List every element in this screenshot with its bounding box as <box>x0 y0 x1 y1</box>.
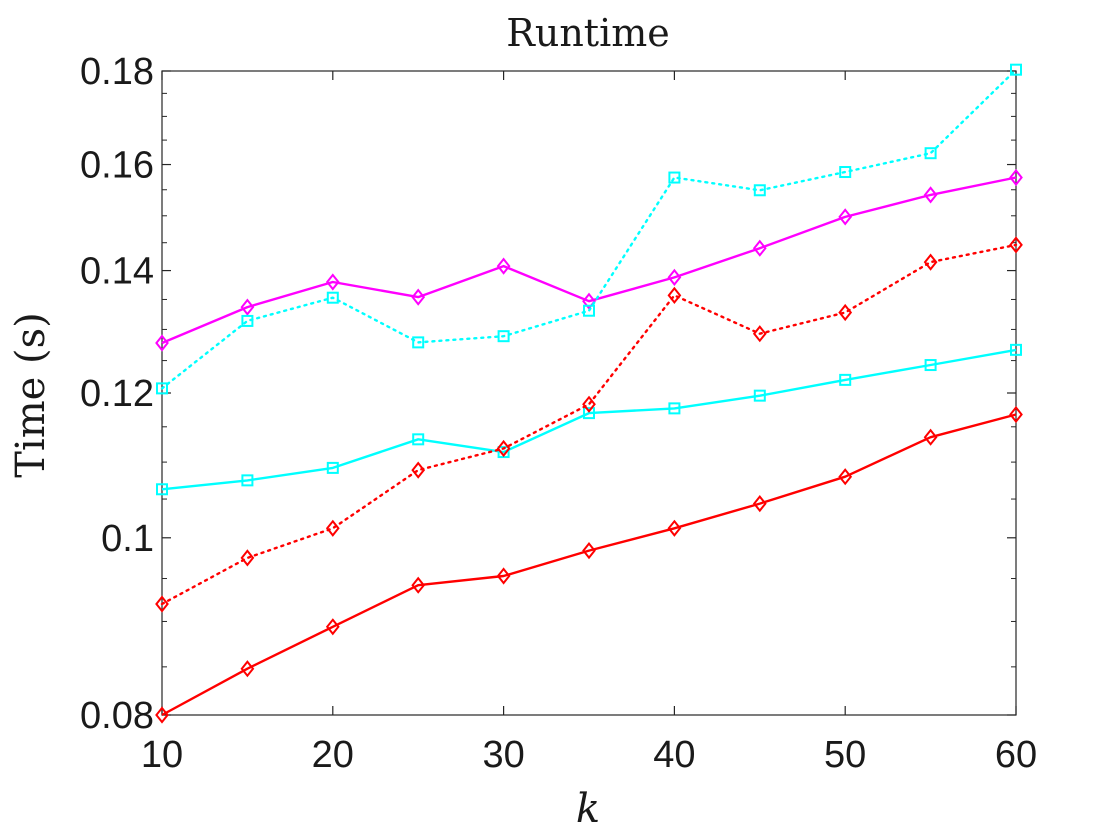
series-3-point <box>325 519 340 537</box>
series-4-point <box>1009 405 1023 424</box>
series-1-point <box>326 291 339 304</box>
series-2-point <box>924 359 937 372</box>
series-3-point <box>496 439 511 458</box>
series-2-point <box>583 407 595 420</box>
series-4-point <box>411 576 426 594</box>
series-3-point <box>155 595 169 613</box>
y-tick-label: 0.12 <box>80 373 154 415</box>
series-3-line <box>160 243 1018 606</box>
series-0-point <box>838 208 853 226</box>
series-3-point <box>411 461 426 479</box>
x-axis-label: k <box>576 786 600 832</box>
chart-title: Runtime <box>506 11 670 55</box>
series-1-point <box>924 147 937 160</box>
x-tick-label: 30 <box>482 734 524 776</box>
series-4-point <box>923 428 938 446</box>
series-4-point <box>582 541 596 560</box>
series-0-point <box>325 273 340 291</box>
series-2-point <box>241 474 254 487</box>
series-3-point <box>923 253 938 271</box>
series-2-point <box>1010 343 1022 356</box>
y-tick-label: 0.1 <box>101 518 154 560</box>
series-3-point <box>240 549 255 567</box>
series-1-point <box>1010 63 1022 76</box>
y-tick-label: 0.16 <box>80 145 154 187</box>
series-1-point <box>156 382 168 395</box>
series-0-line <box>161 176 1017 345</box>
series-4-point <box>667 519 682 537</box>
series-2-line <box>161 348 1017 491</box>
x-tick-label: 10 <box>141 734 183 776</box>
series-4-point <box>496 567 511 585</box>
series-0-point <box>240 298 255 316</box>
series-2-point <box>326 461 339 474</box>
y-tick-label: 0.08 <box>80 695 154 737</box>
series-4-point <box>240 660 255 678</box>
series-0-point <box>155 334 169 352</box>
series-0-point <box>667 268 682 287</box>
series-3-point <box>752 325 767 343</box>
series-1-point <box>412 336 425 349</box>
x-tick-label: 40 <box>653 734 695 776</box>
y-tick-label: 0.14 <box>80 251 154 293</box>
series-4-point <box>838 468 853 486</box>
series-1-point <box>753 184 766 197</box>
series-2-point <box>156 483 168 496</box>
series-2-point <box>839 373 852 386</box>
series-0-point <box>752 239 767 257</box>
series-3-point <box>667 286 682 305</box>
series-4-point <box>155 706 169 724</box>
series-3-point <box>838 303 853 322</box>
plot-area: 10 20 30 40 50 60 0.08 0.1 0.12 0.14 0.16 0.18 <box>80 51 1037 776</box>
series-3-point <box>1009 236 1023 254</box>
y-tick-label: 0.18 <box>80 51 154 93</box>
series-1-point <box>497 330 510 343</box>
x-tick-label: 60 <box>995 734 1037 776</box>
series-2-point <box>668 402 681 415</box>
x-tick-label: 20 <box>312 734 354 776</box>
x-tick-label: 50 <box>824 734 866 776</box>
series-0-point <box>582 292 596 310</box>
series-0-point <box>1009 168 1023 187</box>
series-4-line <box>161 413 1017 717</box>
series-2-point <box>412 433 425 446</box>
series-0-point <box>923 186 938 204</box>
series-0-point <box>411 288 426 306</box>
y-axis-label: Time (s) <box>8 312 54 478</box>
series-1-point <box>583 304 595 317</box>
series-1-point <box>668 171 681 184</box>
series-1-point <box>839 166 852 179</box>
series-1-point <box>241 314 254 327</box>
series-0-point <box>496 257 511 275</box>
series-4-point <box>325 618 340 636</box>
series-2-point <box>753 389 766 402</box>
series-3-point <box>582 395 596 413</box>
series-1-line <box>160 68 1018 390</box>
series-4-point <box>752 494 767 513</box>
